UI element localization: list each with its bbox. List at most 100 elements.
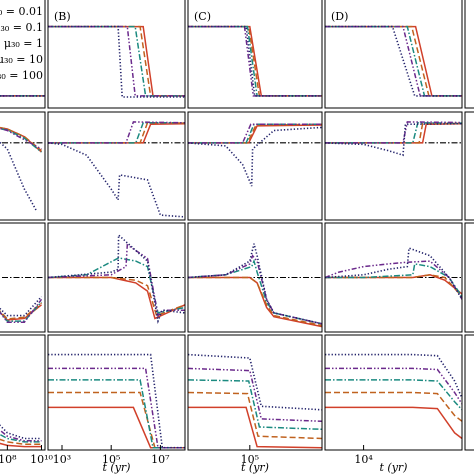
panel-frame [187,0,323,109]
series-line [48,122,185,144]
series-line [0,141,38,212]
panel [0,276,45,323]
series-line [48,233,185,325]
panel-frame [0,0,46,109]
series-line [188,367,322,423]
series-line [325,122,462,144]
x-tick-label: 10³ [53,453,71,466]
series-line [325,25,462,97]
series-line [325,25,462,97]
x-tick-label: 10⁵ [241,453,259,466]
series-line [188,353,322,411]
series-line [48,25,185,97]
series-line [325,121,462,144]
panel-frame [47,111,186,221]
series-line [0,424,42,440]
series-line [325,25,462,97]
cropped-panel-frame [464,222,474,333]
panel-frame [0,222,46,333]
series-line [48,25,185,97]
series-line [325,391,462,422]
series-line [48,276,185,317]
series-line [48,25,185,97]
series-line [325,25,462,97]
series-line [48,367,185,449]
panel [48,353,185,449]
series-line [325,379,462,411]
series-line [48,25,185,97]
cropped-panel-frame [464,0,474,109]
panel [48,233,185,325]
panel-frame [187,111,323,221]
series-line [0,433,42,443]
panel-frame [47,334,186,451]
panel-frame [324,111,463,221]
panel-frame [324,0,463,109]
x-tick-label: 10⁵ [102,453,120,466]
panel [0,424,42,448]
series-line [188,123,322,144]
series-line [188,391,322,440]
legend-label: μ₃₀ = 0.01 [0,5,43,18]
legend-label: μ₃₀ = 10 [0,53,43,66]
cropped-panel-frame [464,334,474,451]
x-axis-label: t (yr) [241,461,269,474]
series-line [325,353,462,399]
panel-frame [0,111,46,221]
series-line [325,367,462,405]
panel [48,25,185,98]
series-line [48,391,185,449]
panel-frame [324,222,463,333]
series-line [0,301,43,322]
series-line [48,257,185,314]
series-line [0,296,43,317]
series-line [325,25,462,97]
panel [188,243,322,328]
series-line [188,126,322,187]
panel [188,25,322,97]
series-line [325,246,462,300]
series-line [48,122,185,144]
panel-title: (C) [194,10,211,23]
series-line [188,25,322,97]
x-tick-label: 10⁷ [151,453,170,466]
panel [325,121,462,157]
series-line [325,263,462,298]
panel-title: (D) [331,10,348,23]
panel [325,25,462,97]
panel-title: (B) [54,10,71,23]
x-axis-label: t (yr) [380,461,408,474]
panel [0,126,45,212]
series-line [188,25,322,97]
panel [325,246,462,300]
series-line [325,260,462,300]
x-tick-label: 10⁸ [0,453,17,466]
x-tick-label: 10¹⁰ [30,453,53,466]
series-line [188,243,322,325]
series-line [48,122,185,144]
x-tick-label: 10⁴ [354,453,373,466]
series-line [0,127,42,150]
panel-frame [187,222,323,333]
legend-label: μ₃₀ = 100 [0,69,43,82]
series-line [0,429,42,442]
series-line [0,442,42,448]
panel-frame [324,334,463,451]
panel [188,123,322,187]
series-line [48,406,185,449]
series-line [188,406,322,449]
legend-label: μ₃₀ = 0.1 [0,21,43,34]
series-line [48,243,185,318]
series-line [0,128,42,153]
series-line [188,258,322,325]
cropped-panel-frame [464,111,474,221]
panel [188,353,322,449]
series-line [188,254,322,325]
series-line [48,276,185,320]
series-line [0,298,43,323]
panel-frame [47,222,186,333]
series-line [325,122,462,144]
series-line [325,122,462,144]
series-line [325,122,462,157]
